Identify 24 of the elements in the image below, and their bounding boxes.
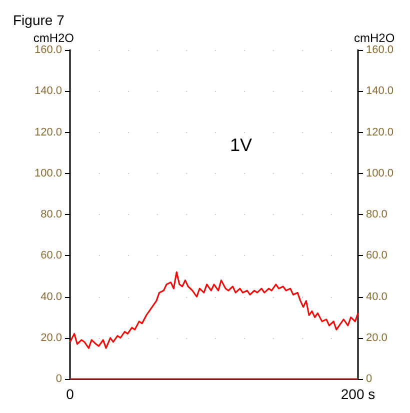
- annotation: 1V: [230, 135, 252, 155]
- y2-tick-label: 20.0: [366, 332, 388, 344]
- y2-tick-label: 100.0: [366, 167, 394, 180]
- y-tick-label: 80.0: [40, 208, 62, 220]
- y-tick-label: 20.0: [40, 332, 62, 344]
- y-tick-label: 60.0: [40, 250, 62, 262]
- y2-tick-label: 120.0: [366, 126, 394, 138]
- y2-tick-label: 60.0: [366, 250, 388, 262]
- chart-title: Figure 7: [13, 12, 65, 28]
- y-tick-label: 40.0: [40, 290, 62, 303]
- y-tick-label: 100.0: [34, 167, 62, 180]
- y2-tick-label: 40.0: [366, 290, 388, 303]
- y-tick-label: 0: [56, 373, 62, 385]
- y2-tick-label: 80.0: [366, 208, 388, 220]
- x-tick-label: 200 s: [340, 386, 376, 402]
- y-axis-title: cmH2O: [33, 31, 74, 45]
- y2-tick-label: 160.0: [366, 44, 394, 56]
- y2-axis-title: cmH2O: [354, 31, 395, 45]
- y-tick-label: 140.0: [34, 85, 62, 98]
- y2-tick-label: 140.0: [366, 85, 394, 98]
- line-series: [69, 271, 359, 349]
- y-tick-label: 160.0: [34, 44, 62, 56]
- y-tick-label: 120.0: [34, 126, 62, 138]
- y2-tick-label: 0: [366, 373, 372, 385]
